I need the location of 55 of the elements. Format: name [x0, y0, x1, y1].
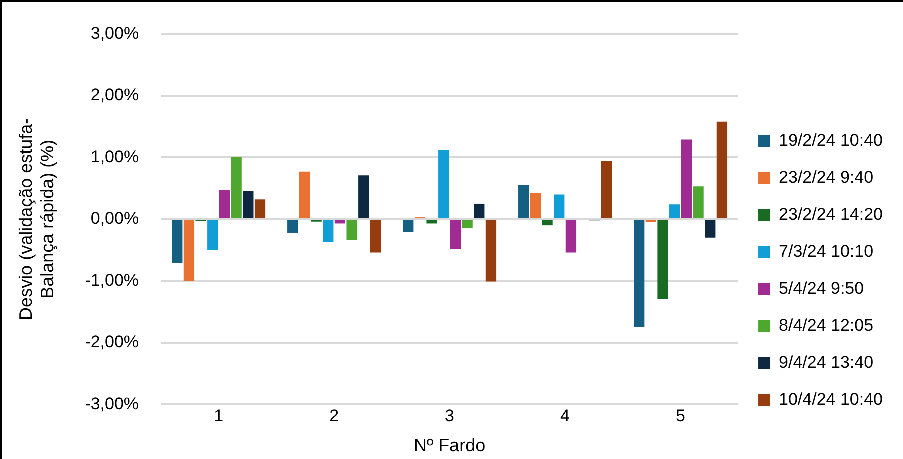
bar [716, 122, 728, 218]
bar [634, 220, 645, 328]
bar [243, 191, 254, 218]
bar [450, 220, 462, 250]
x-tick-label: 2 [330, 406, 340, 426]
legend-label: 23/2/24 14:20 [779, 205, 883, 224]
y-tick-label: 0,00% [90, 209, 140, 228]
bar [288, 220, 298, 233]
x-tick-label: 5 [676, 406, 686, 426]
y-tick-label: 2,00% [90, 86, 140, 105]
legend-label: 19/2/24 10:40 [779, 131, 883, 150]
y-axis-title: Desvio (validação estufa-Balança rápida) (%) [16, 118, 58, 320]
bar [184, 220, 195, 282]
bar [542, 220, 553, 226]
bar [426, 220, 438, 224]
bar [658, 220, 668, 300]
y-tick-label: -3,00% [85, 394, 140, 414]
bar [530, 193, 542, 218]
bar [403, 220, 414, 232]
bar [219, 190, 230, 218]
x-tick-label: 4 [560, 406, 570, 426]
bar [299, 172, 310, 218]
x-axis-title: Nº Fardo [414, 436, 486, 456]
bar [323, 220, 334, 242]
y-tick-label: -1,00% [85, 270, 140, 290]
legend-label: 23/2/24 9:40 [779, 168, 874, 188]
bar [462, 220, 473, 228]
bar [518, 185, 530, 218]
bar [554, 194, 565, 218]
legend-label: 5/4/24 9:50 [779, 279, 864, 298]
bar [705, 220, 716, 238]
y-tick-label: -2,00% [85, 332, 140, 352]
bar [486, 220, 497, 282]
legend-label: 8/4/24 12:05 [779, 316, 874, 336]
legend-label: 9/4/24 13:40 [779, 353, 874, 372]
bar [601, 161, 612, 218]
bar [370, 220, 382, 253]
bar [693, 186, 704, 218]
legend-label: 10/4/24 10:40 [779, 390, 883, 410]
bar [566, 220, 577, 253]
bar [172, 220, 183, 264]
y-tick-label: 1,00% [90, 147, 140, 166]
bar [474, 204, 485, 218]
bar [208, 220, 218, 250]
bar [681, 140, 692, 218]
bar [670, 204, 680, 218]
bar [254, 200, 266, 218]
bar [438, 150, 450, 218]
x-tick-label: 1 [214, 406, 224, 426]
bar [358, 176, 370, 218]
x-tick-label: 3 [445, 406, 455, 426]
legend-label: 7/3/24 10:10 [779, 242, 874, 262]
bar [346, 220, 358, 240]
y-tick-label: 3,00% [90, 24, 140, 43]
bar [231, 157, 242, 218]
